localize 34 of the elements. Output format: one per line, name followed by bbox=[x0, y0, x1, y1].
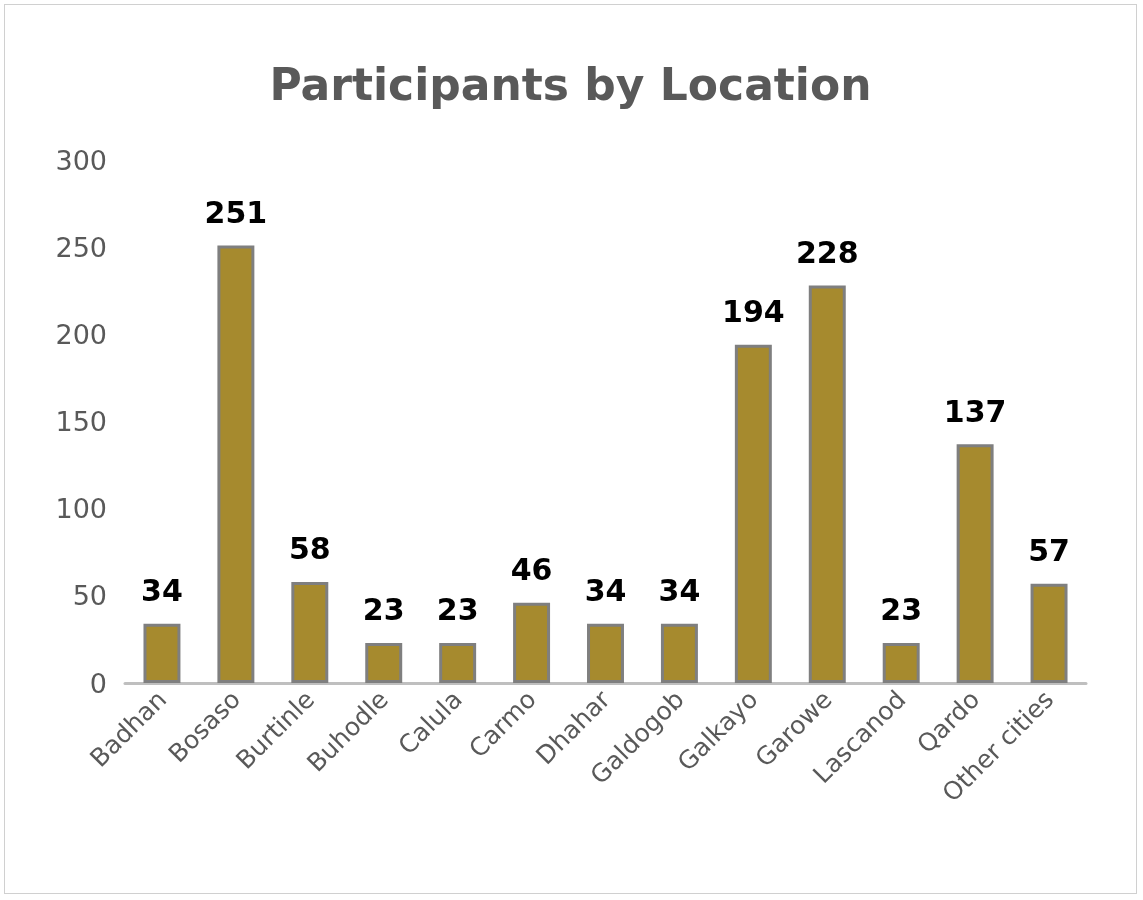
bar bbox=[734, 344, 772, 683]
y-tick-label: 250 bbox=[55, 231, 107, 263]
y-tick-label: 150 bbox=[55, 406, 107, 437]
bar bbox=[291, 581, 329, 683]
y-tick-label: 300 bbox=[55, 144, 107, 176]
data-label: 34 bbox=[141, 573, 183, 609]
y-tick-label: 100 bbox=[55, 493, 107, 525]
bar bbox=[808, 285, 846, 683]
data-label: 34 bbox=[658, 573, 701, 609]
y-tick-label: 0 bbox=[89, 667, 107, 699]
chart-title: Participants by Location bbox=[269, 58, 872, 110]
data-label: 23 bbox=[362, 592, 405, 628]
bar bbox=[143, 623, 181, 683]
data-label: 251 bbox=[204, 194, 268, 230]
bar bbox=[217, 245, 255, 683]
y-tick-label: 200 bbox=[55, 318, 107, 350]
data-label: 137 bbox=[943, 393, 1007, 429]
bar bbox=[365, 642, 403, 683]
data-label: 228 bbox=[795, 235, 859, 271]
bar bbox=[660, 623, 698, 683]
data-label: 34 bbox=[584, 573, 627, 609]
data-label: 46 bbox=[510, 552, 553, 588]
data-label: 23 bbox=[436, 592, 479, 628]
bar bbox=[882, 642, 920, 683]
bar bbox=[1030, 583, 1068, 683]
bar bbox=[513, 602, 551, 683]
bar bbox=[956, 444, 994, 683]
data-label: 58 bbox=[288, 531, 331, 567]
bar bbox=[439, 642, 477, 683]
data-label: 57 bbox=[1028, 533, 1070, 569]
y-tick-label: 50 bbox=[72, 580, 107, 612]
bar bbox=[587, 623, 624, 683]
data-label: 194 bbox=[722, 294, 785, 330]
data-label: 23 bbox=[880, 592, 923, 628]
